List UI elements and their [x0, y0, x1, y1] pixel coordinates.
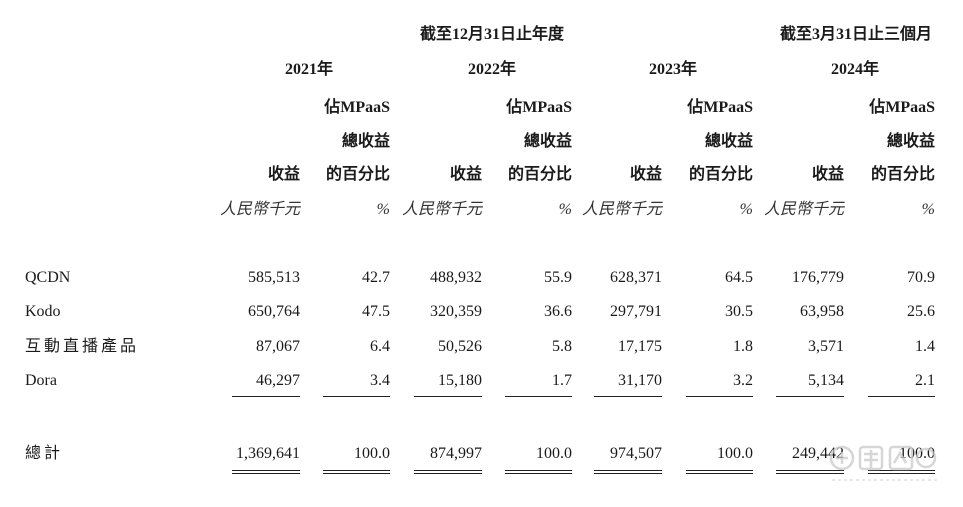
pct-header-line1: 佔MPaaS — [687, 99, 753, 116]
pct-header-line3: 的百分比 — [507, 166, 572, 183]
unit-rmb-thousand: 人民幣千元 — [763, 201, 844, 218]
cell-revenue-2023: 297,791 — [610, 303, 662, 320]
cell-pct-2021: 3.4 — [370, 372, 390, 389]
revenue-header: 收益 — [267, 166, 300, 183]
subtotal-rule — [414, 396, 482, 397]
pct-header-line2: 總收益 — [704, 133, 753, 150]
total-revenue-2023: 974,507 — [610, 445, 662, 462]
subtotal-rule — [868, 396, 935, 397]
unit-percent: % — [376, 201, 390, 218]
unit-rmb-thousand: 人民幣千元 — [581, 201, 662, 218]
subtotal-rule — [505, 396, 572, 397]
cell-pct-2024: 2.1 — [915, 372, 935, 389]
year-header-2023: 2023年 — [648, 61, 697, 78]
total-pct-2021: 100.0 — [354, 445, 390, 462]
unit-rmb-thousand: 人民幣千元 — [219, 201, 300, 218]
cell-pct-2024: 1.4 — [915, 338, 935, 355]
cell-pct-2023: 64.5 — [725, 269, 753, 286]
row-label-kodo: Kodo — [25, 303, 61, 320]
total-double-rule — [776, 470, 844, 474]
cell-pct-2022: 36.6 — [544, 303, 572, 320]
total-double-rule — [868, 470, 935, 474]
total-double-rule — [594, 470, 662, 474]
cell-revenue-2024: 3,571 — [808, 338, 844, 355]
cell-revenue-2024: 5,134 — [808, 372, 844, 389]
cell-pct-2024: 70.9 — [907, 269, 935, 286]
cell-revenue-2021: 87,067 — [256, 338, 300, 355]
revenue-header: 收益 — [629, 166, 662, 183]
unit-rmb-thousand: 人民幣千元 — [401, 201, 482, 218]
total-revenue-2021: 1,369,641 — [236, 445, 300, 462]
total-pct-2022: 100.0 — [536, 445, 572, 462]
total-double-rule — [232, 470, 300, 474]
subtotal-rule — [594, 396, 662, 397]
period-header-year-ended: 截至12月31日止年度 — [419, 26, 564, 43]
total-pct-2023: 100.0 — [717, 445, 753, 462]
pct-header-line2: 總收益 — [341, 133, 390, 150]
cell-pct-2021: 47.5 — [362, 303, 390, 320]
cell-pct-2021: 42.7 — [362, 269, 390, 286]
pct-header-line1: 佔MPaaS — [506, 99, 572, 116]
cell-pct-2022: 5.8 — [552, 338, 572, 355]
cell-revenue-2023: 628,371 — [610, 269, 662, 286]
year-header-2022: 2022年 — [467, 61, 516, 78]
row-label-qcdn: QCDN — [25, 269, 71, 286]
pct-header-line1: 佔MPaaS — [869, 99, 935, 116]
unit-percent: % — [739, 201, 753, 218]
cell-pct-2023: 1.8 — [733, 338, 753, 355]
period-header-three-months: 截至3月31日止三個月 — [779, 26, 932, 43]
pct-header-line3: 的百分比 — [325, 166, 390, 183]
revenue-header: 收益 — [811, 166, 844, 183]
cell-revenue-2022: 15,180 — [438, 372, 482, 389]
total-double-rule — [505, 470, 572, 474]
year-header-2021: 2021年 — [284, 61, 333, 78]
year-header-2024: 2024年 — [830, 61, 879, 78]
pct-header-line2: 總收益 — [886, 133, 935, 150]
revenue-header: 收益 — [449, 166, 482, 183]
row-label-interactive-live: 互動直播產品 — [25, 338, 140, 355]
unit-percent: % — [921, 201, 935, 218]
cell-revenue-2024: 63,958 — [800, 303, 844, 320]
subtotal-rule — [686, 396, 753, 397]
watermark-logo-icon — [829, 445, 940, 481]
total-double-rule — [414, 470, 482, 474]
total-double-rule — [323, 470, 390, 474]
total-double-rule — [686, 470, 753, 474]
cell-pct-2023: 30.5 — [725, 303, 753, 320]
subtotal-rule — [323, 396, 390, 397]
pct-header-line3: 的百分比 — [688, 166, 753, 183]
total-revenue-2022: 874,997 — [430, 445, 482, 462]
cell-revenue-2024: 176,779 — [792, 269, 844, 286]
cell-pct-2022: 1.7 — [552, 372, 572, 389]
cell-pct-2023: 3.2 — [733, 372, 753, 389]
pct-header-line3: 的百分比 — [870, 166, 935, 183]
cell-revenue-2021: 46,297 — [256, 372, 300, 389]
cell-revenue-2023: 31,170 — [618, 372, 662, 389]
cell-revenue-2023: 17,175 — [618, 338, 662, 355]
cell-revenue-2021: 585,513 — [248, 269, 300, 286]
cell-revenue-2022: 50,526 — [438, 338, 482, 355]
cell-pct-2022: 55.9 — [544, 269, 572, 286]
cell-revenue-2022: 488,932 — [430, 269, 482, 286]
cell-pct-2024: 25.6 — [907, 303, 935, 320]
pct-header-line2: 總收益 — [523, 133, 572, 150]
pct-header-line1: 佔MPaaS — [324, 99, 390, 116]
row-label-total: 總計 — [25, 445, 64, 462]
subtotal-rule — [232, 396, 300, 397]
subtotal-rule — [776, 396, 844, 397]
cell-revenue-2021: 650,764 — [248, 303, 300, 320]
row-label-dora: Dora — [25, 372, 57, 389]
cell-revenue-2022: 320,359 — [430, 303, 482, 320]
cell-pct-2021: 6.4 — [370, 338, 390, 355]
unit-percent: % — [558, 201, 572, 218]
